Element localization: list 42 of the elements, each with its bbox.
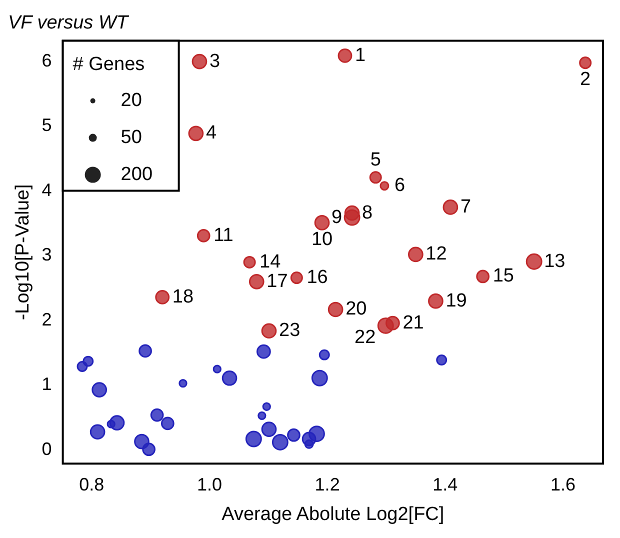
legend-label: 200 xyxy=(120,164,153,186)
annotation: 11 xyxy=(214,224,234,246)
x-tick-label: 0.8 xyxy=(79,474,104,494)
y-tick-label: 3 xyxy=(42,244,52,265)
annotation: 13 xyxy=(544,250,566,272)
annotation: 20 xyxy=(346,298,367,320)
x-tick-label: 1.6 xyxy=(550,474,576,494)
annotation: 21 xyxy=(402,312,424,334)
x-tick-label: 1.4 xyxy=(432,474,458,494)
x-axis-title: Average Abolute Log2[FC] xyxy=(222,504,444,525)
y-tick-label: 2 xyxy=(42,309,52,330)
annotation: 14 xyxy=(260,251,282,272)
annotation: 6 xyxy=(394,175,406,196)
annotation: 1 xyxy=(354,44,366,66)
annotation: 7 xyxy=(460,196,472,218)
chart-title: VF versus WT xyxy=(8,12,130,34)
annotation: 8 xyxy=(362,202,373,224)
y-tick-label: 0 xyxy=(42,438,52,459)
legend-label: 50 xyxy=(120,127,142,148)
annotation: 9 xyxy=(331,206,342,228)
annotation: 18 xyxy=(172,286,194,308)
annotation: 2 xyxy=(580,69,591,90)
legend-label: 20 xyxy=(120,90,142,112)
y-tick-label: 5 xyxy=(42,115,52,136)
annotation: 23 xyxy=(278,320,300,342)
annotation: 22 xyxy=(354,326,376,348)
legend-title: # Genes xyxy=(72,54,145,76)
annotation: 4 xyxy=(206,122,217,144)
y-axis-title: -Log10[P-Value] xyxy=(12,184,34,320)
x-tick-label: 1.2 xyxy=(314,474,340,494)
annotation: 10 xyxy=(311,228,333,250)
annotation: 16 xyxy=(306,267,328,288)
annotation: 5 xyxy=(370,150,381,171)
y-tick-label: 4 xyxy=(42,180,52,200)
annotation: 17 xyxy=(266,270,288,292)
annotation: 12 xyxy=(426,244,447,265)
annotation: 15 xyxy=(492,266,514,287)
x-tick-label: 1.0 xyxy=(196,474,222,494)
annotation: 3 xyxy=(209,50,220,72)
y-tick-label: 1 xyxy=(42,374,52,394)
y-tick-label: 6 xyxy=(42,50,52,70)
annotation: 19 xyxy=(446,290,467,312)
